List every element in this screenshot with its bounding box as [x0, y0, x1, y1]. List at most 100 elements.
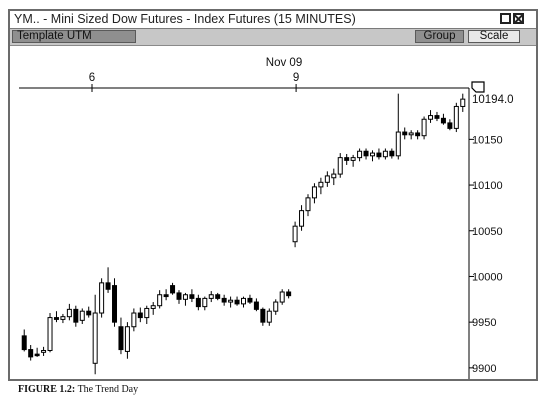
- candle-body: [99, 282, 105, 314]
- candle-body: [66, 308, 72, 318]
- candle: [105, 267, 111, 293]
- candle-body: [428, 115, 434, 120]
- chart-frame: [19, 87, 470, 379]
- candle: [34, 347, 40, 357]
- candle: [402, 127, 408, 140]
- candle-body: [21, 335, 27, 351]
- candle: [73, 305, 79, 327]
- x-tick-label: 6: [89, 72, 95, 84]
- candle: [144, 305, 150, 324]
- candle-body: [311, 186, 317, 199]
- date-header: Nov 09: [266, 57, 302, 69]
- candle: [305, 194, 311, 217]
- candle: [202, 296, 208, 311]
- candle: [447, 119, 453, 131]
- candle: [428, 110, 434, 123]
- last-price-label: 10194.0: [472, 94, 514, 106]
- candle: [150, 302, 156, 315]
- candle-body: [279, 291, 285, 303]
- candle-body: [163, 294, 169, 298]
- candle: [163, 289, 169, 301]
- candle: [434, 111, 440, 122]
- candle-body: [331, 173, 337, 179]
- candle-body: [182, 294, 188, 300]
- last-price-marker: 10194.0: [471, 81, 514, 106]
- candle-body: [34, 353, 40, 357]
- candle-body: [376, 152, 382, 158]
- candle: [453, 102, 459, 133]
- candle: [66, 303, 72, 321]
- candle: [234, 296, 240, 306]
- candle: [421, 116, 427, 140]
- candle-body: [350, 157, 356, 161]
- candle-body: [176, 292, 182, 300]
- scale-button[interactable]: Scale: [468, 30, 520, 43]
- candle-body: [389, 150, 395, 157]
- maximize-button[interactable]: [500, 13, 511, 24]
- candle-body: [415, 132, 421, 137]
- candle-body: [408, 132, 414, 136]
- candle: [28, 345, 34, 361]
- candle: [137, 307, 143, 323]
- candle-body: [124, 326, 130, 352]
- candle-body: [131, 312, 137, 328]
- candle-body: [60, 316, 66, 320]
- candle: [195, 294, 201, 311]
- candle: [363, 148, 369, 160]
- candle: [318, 177, 324, 195]
- template-button[interactable]: Template UTM: [12, 30, 136, 43]
- group-button[interactable]: Group: [415, 30, 464, 43]
- candle: [112, 278, 118, 327]
- candle-body: [382, 150, 388, 158]
- candle-body: [447, 122, 453, 129]
- candle: [376, 148, 382, 160]
- candle-body: [357, 150, 363, 159]
- candle-body: [266, 310, 272, 323]
- candle: [279, 289, 285, 305]
- candle-body: [189, 294, 195, 299]
- candle-body: [247, 297, 253, 303]
- candle: [208, 291, 214, 303]
- candle-body: [202, 297, 208, 308]
- candle-body: [402, 131, 408, 136]
- candle-body: [337, 157, 343, 175]
- candle: [260, 307, 266, 326]
- candle-body: [234, 299, 240, 305]
- candle: [182, 292, 188, 306]
- candle: [415, 130, 421, 140]
- candle: [266, 308, 272, 326]
- candle-body: [286, 291, 292, 297]
- y-tick-label: 9900: [472, 363, 496, 375]
- candle-body: [170, 285, 176, 294]
- candle-body: [241, 297, 246, 305]
- candle: [41, 346, 47, 356]
- candle: [228, 296, 234, 308]
- candle-body: [228, 299, 234, 303]
- candle-body: [150, 305, 156, 309]
- candle: [118, 317, 124, 355]
- candle-body: [292, 225, 298, 243]
- y-tick-label: 10050: [472, 226, 503, 238]
- candle-body: [73, 308, 79, 323]
- chart-toolbar: Template UTM Group Scale: [10, 29, 536, 46]
- y-tick-label: 10000: [472, 271, 503, 283]
- candle: [53, 311, 59, 323]
- candle-body: [86, 310, 92, 316]
- window-title: YM.. - Mini Sized Dow Futures - Index Fu…: [14, 12, 356, 26]
- candle-body: [79, 310, 85, 321]
- candle-body: [253, 301, 259, 310]
- candle: [460, 93, 466, 112]
- candle-body: [112, 285, 118, 323]
- last-price-flag: [471, 81, 485, 93]
- candle: [253, 298, 259, 312]
- candle-body: [53, 317, 59, 320]
- candle-body: [434, 115, 440, 119]
- candle: [273, 299, 279, 315]
- candle-body: [324, 175, 330, 183]
- candle: [124, 322, 130, 359]
- candle: [440, 113, 446, 125]
- candle: [176, 290, 182, 304]
- candle: [389, 148, 395, 159]
- close-button[interactable]: [513, 13, 524, 24]
- title-bar[interactable]: YM.. - Mini Sized Dow Futures - Index Fu…: [10, 11, 536, 29]
